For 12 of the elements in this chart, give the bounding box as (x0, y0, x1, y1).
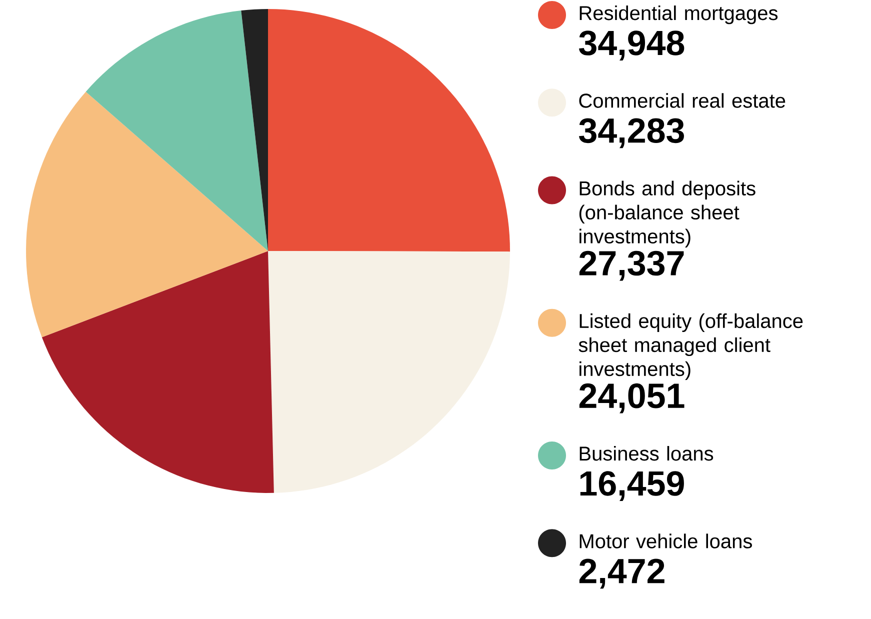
data-label: 2,472 (579, 558, 664, 589)
data-label: 16,459 (580, 471, 684, 502)
legend-label: Business loans (580, 446, 714, 461)
data-label: 34,283 (579, 118, 684, 148)
legend-label: Commercial real estate (579, 93, 786, 108)
legend-label: Motor vehicle loans (580, 534, 752, 548)
legend-label: Bonds and deposits (on-balance sheet investments) (579, 180, 756, 248)
data-label: 24,051 (579, 384, 684, 414)
legend-label: Listed equity (off-balance sheet managed client investments) (578, 313, 803, 380)
data-label: 27,337 (579, 250, 684, 281)
data-label: 34,948 (579, 30, 684, 61)
legend-label: Residential mortgages (580, 6, 778, 24)
